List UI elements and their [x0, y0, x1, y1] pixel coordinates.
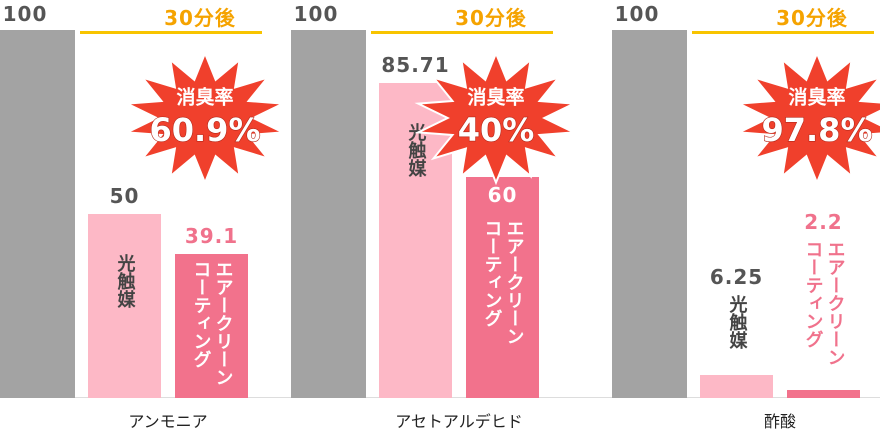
series-label: エアークリーン コーティング	[190, 260, 234, 387]
reduction-label: 消臭率	[176, 86, 233, 109]
series-label: エアークリーン コーティング	[802, 239, 846, 366]
after-line	[692, 31, 874, 34]
reduction-label: 消臭率	[788, 86, 845, 109]
after-label: 30分後	[776, 6, 848, 30]
series-label: エアークリーン コーティング	[481, 219, 525, 346]
after-label: 30分後	[455, 6, 527, 30]
value-label: 6.25	[709, 265, 764, 289]
bar	[88, 214, 161, 398]
series-label: 光触媒	[726, 295, 748, 349]
reduction-label: 消臭率	[467, 86, 524, 109]
bar	[0, 30, 75, 398]
value-label: 60	[487, 183, 518, 208]
bar	[291, 30, 366, 398]
bar	[612, 30, 687, 398]
value-label: 100	[2, 2, 48, 26]
reduction-value: 60.9%	[149, 111, 260, 149]
bar	[175, 254, 248, 398]
starburst	[414, 50, 578, 186]
value-label: 2.2	[804, 209, 843, 234]
after-label: 30分後	[164, 6, 236, 30]
starburst	[123, 50, 287, 186]
bar	[379, 82, 452, 398]
after-line	[371, 31, 553, 34]
series-label: 光触媒	[114, 254, 136, 308]
starburst	[735, 50, 880, 186]
reduction-value: 40%	[458, 111, 535, 149]
value-label: 50	[109, 184, 140, 208]
category-label: 酢酸	[763, 412, 797, 431]
after-line	[80, 31, 262, 34]
value-label: 39.1	[184, 224, 239, 249]
bar	[700, 375, 773, 398]
series-label: 光触媒	[405, 122, 427, 177]
reduction-value: 97.8%	[761, 111, 872, 149]
category-label: アセトアルデヒド	[395, 412, 523, 431]
value-label: 100	[293, 2, 339, 26]
value-label: 85.71	[381, 52, 450, 77]
category-label: アンモニア	[128, 412, 208, 431]
bar	[787, 389, 860, 398]
value-label: 100	[614, 2, 660, 26]
bar	[466, 177, 539, 398]
